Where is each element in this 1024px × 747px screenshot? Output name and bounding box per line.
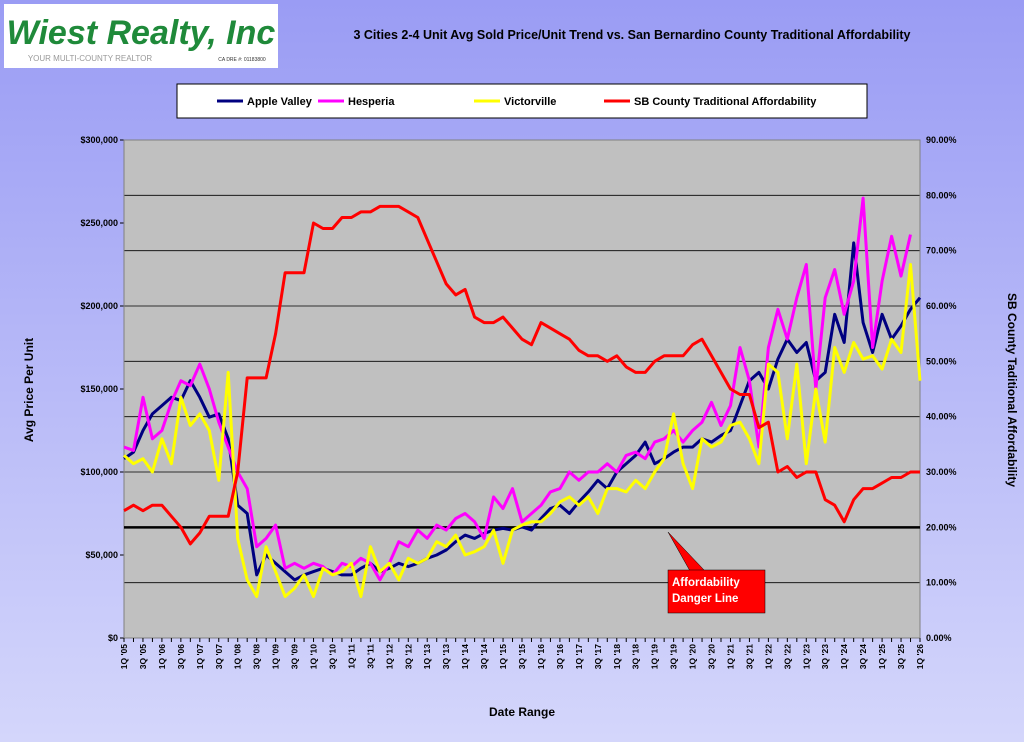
y-tick-label: $250,000 (80, 218, 118, 228)
x-tick-label: 3Q '15 (517, 644, 527, 669)
x-tick-label: 1Q '18 (612, 644, 622, 669)
x-tick-label: 1Q '24 (839, 644, 849, 669)
y-tick-label: $50,000 (85, 550, 118, 560)
legend (176, 83, 868, 119)
y-tick-label: $100,000 (80, 467, 118, 477)
y2-tick-label: 0.00% (926, 633, 952, 643)
x-tick-label: 1Q '17 (574, 644, 584, 669)
y2-axis-title: SB County Taditional Affordability (1005, 293, 1019, 487)
y2-tick-label: 10.00% (926, 578, 957, 588)
x-tick-label: 3Q '23 (820, 644, 830, 669)
x-tick-label: 3Q '22 (782, 644, 792, 669)
x-tick-label: 3Q '06 (176, 644, 186, 669)
y2-tick-label: 50.00% (926, 356, 957, 366)
y2-tick-label: 90.00% (926, 135, 957, 145)
x-tick-label: 1Q '05 (119, 644, 129, 669)
y2-tick-label: 70.00% (926, 246, 957, 256)
x-tick-label: 3Q '21 (744, 644, 754, 669)
x-tick-label: 3Q '19 (669, 644, 679, 669)
y-tick-label: $300,000 (80, 135, 118, 145)
legend-label: Apple Valley (247, 96, 313, 108)
x-tick-label: 3Q '14 (479, 644, 489, 669)
series-line (123, 196, 912, 582)
annotation-text: Affordability (672, 577, 740, 589)
x-tick-label: 3Q '13 (441, 644, 451, 669)
x-tick-label: 1Q '22 (763, 644, 773, 669)
x-tick-label: 3Q '16 (555, 644, 565, 669)
legend-label: SB County Traditional Affordability (634, 96, 817, 108)
logo-tagline: YOUR MULTI-COUNTY REALTOR (28, 54, 153, 63)
x-tick-label: 1Q '16 (536, 644, 546, 669)
x-tick-label: 1Q '11 (346, 644, 356, 669)
x-axis-title: Date Range (489, 705, 555, 719)
y-tick-label: $200,000 (80, 301, 118, 311)
x-tick-label: 1Q '20 (688, 644, 698, 669)
y-tick-label: $150,000 (80, 384, 118, 394)
legend-label: Victorville (504, 96, 556, 108)
chart-title: 3 Cities 2-4 Unit Avg Sold Price/Unit Tr… (353, 28, 910, 42)
x-tick-label: 1Q '19 (650, 644, 660, 669)
y2-tick-label: 30.00% (926, 467, 957, 477)
x-tick-label: 1Q '13 (422, 644, 432, 669)
x-tick-label: 1Q '12 (384, 644, 394, 669)
x-tick-label: 1Q '21 (725, 644, 735, 669)
x-tick-label: 1Q '08 (233, 644, 243, 669)
x-tick-label: 1Q '25 (877, 644, 887, 669)
x-tick-label: 3Q '09 (290, 644, 300, 669)
y-tick-label: $0 (108, 633, 118, 643)
x-tick-label: 3Q '05 (138, 644, 148, 669)
y-axis-title: Avg Price Per Unit (22, 338, 36, 442)
x-tick-label: 1Q '10 (309, 644, 319, 669)
x-tick-label: 3Q '08 (252, 644, 262, 669)
legend-label: Hesperia (348, 96, 395, 108)
y2-tick-label: 40.00% (926, 412, 957, 422)
x-tick-label: 3Q '25 (896, 644, 906, 669)
x-tick-label: 3Q '24 (858, 644, 868, 669)
plot-area (124, 140, 920, 638)
x-tick-label: 1Q '09 (271, 644, 281, 669)
x-tick-label: 1Q '26 (915, 644, 925, 669)
series-line (123, 263, 922, 598)
logo-box (4, 4, 278, 68)
annotation-text: Danger Line (672, 593, 738, 605)
x-tick-label: 3Q '20 (707, 644, 717, 669)
y2-tick-label: 80.00% (926, 190, 957, 200)
x-tick-label: 3Q '18 (631, 644, 641, 669)
logo-license: CA DRE #: 01183800 (218, 57, 266, 63)
x-tick-label: 3Q '10 (327, 644, 337, 669)
x-tick-label: 1Q '14 (460, 644, 470, 669)
x-tick-label: 1Q '07 (195, 644, 205, 669)
x-tick-label: 3Q '07 (214, 644, 224, 669)
y2-tick-label: 20.00% (926, 522, 957, 532)
x-tick-label: 1Q '15 (498, 644, 508, 669)
series-line (123, 204, 920, 546)
logo-name: Wiest Realty, Inc (7, 14, 276, 52)
y2-tick-label: 60.00% (926, 301, 957, 311)
x-tick-label: 3Q '17 (593, 644, 603, 669)
x-tick-label: 3Q '11 (365, 644, 375, 669)
x-tick-label: 3Q '12 (403, 644, 413, 669)
x-tick-label: 1Q '23 (801, 644, 811, 669)
x-tick-label: 1Q '06 (157, 644, 167, 669)
annotation-box (667, 569, 766, 614)
